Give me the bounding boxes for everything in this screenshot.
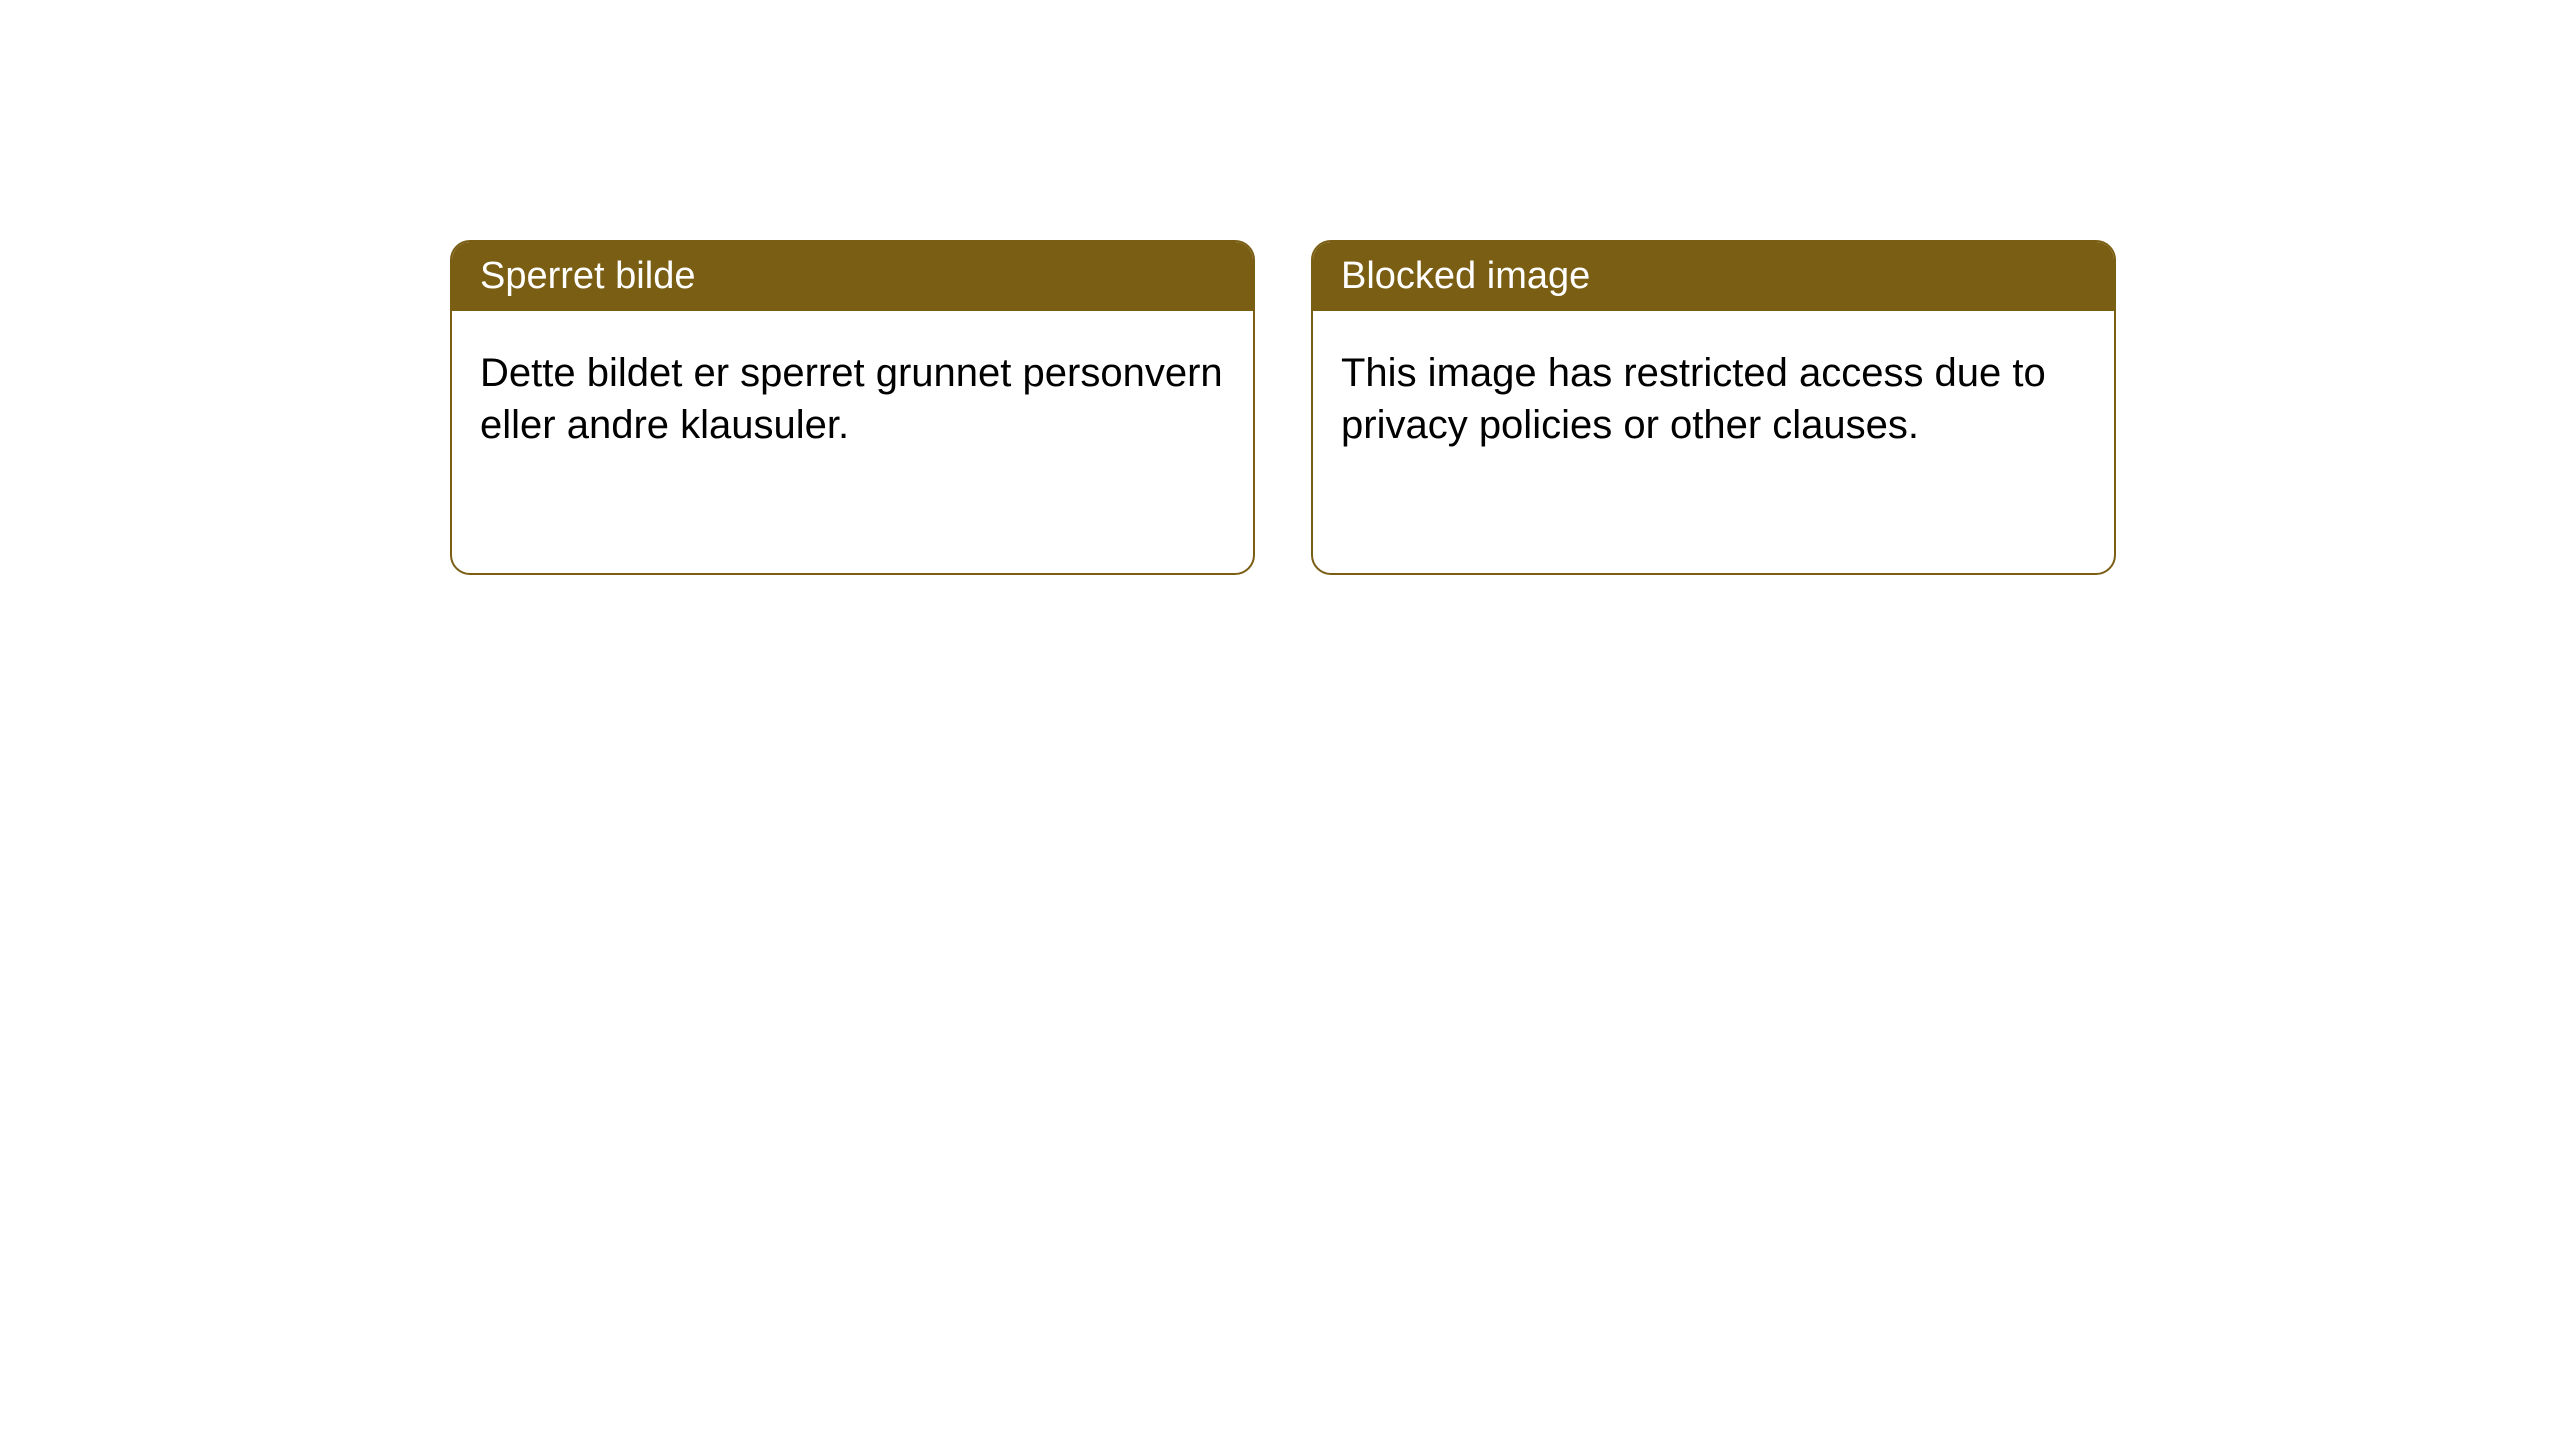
notice-title: Sperret bilde bbox=[480, 255, 695, 297]
notice-body-text: Dette bildet er sperret grunnet personve… bbox=[480, 351, 1223, 447]
notice-body-text: This image has restricted access due to … bbox=[1341, 351, 2046, 447]
notice-body: This image has restricted access due to … bbox=[1313, 311, 2114, 487]
notice-container: Sperret bilde Dette bildet er sperret gr… bbox=[450, 240, 2116, 575]
notice-header: Blocked image bbox=[1313, 242, 2114, 311]
notice-header: Sperret bilde bbox=[452, 242, 1253, 311]
notice-card-english: Blocked image This image has restricted … bbox=[1311, 240, 2116, 575]
notice-title: Blocked image bbox=[1341, 255, 1590, 297]
notice-body: Dette bildet er sperret grunnet personve… bbox=[452, 311, 1253, 487]
notice-card-norwegian: Sperret bilde Dette bildet er sperret gr… bbox=[450, 240, 1255, 575]
